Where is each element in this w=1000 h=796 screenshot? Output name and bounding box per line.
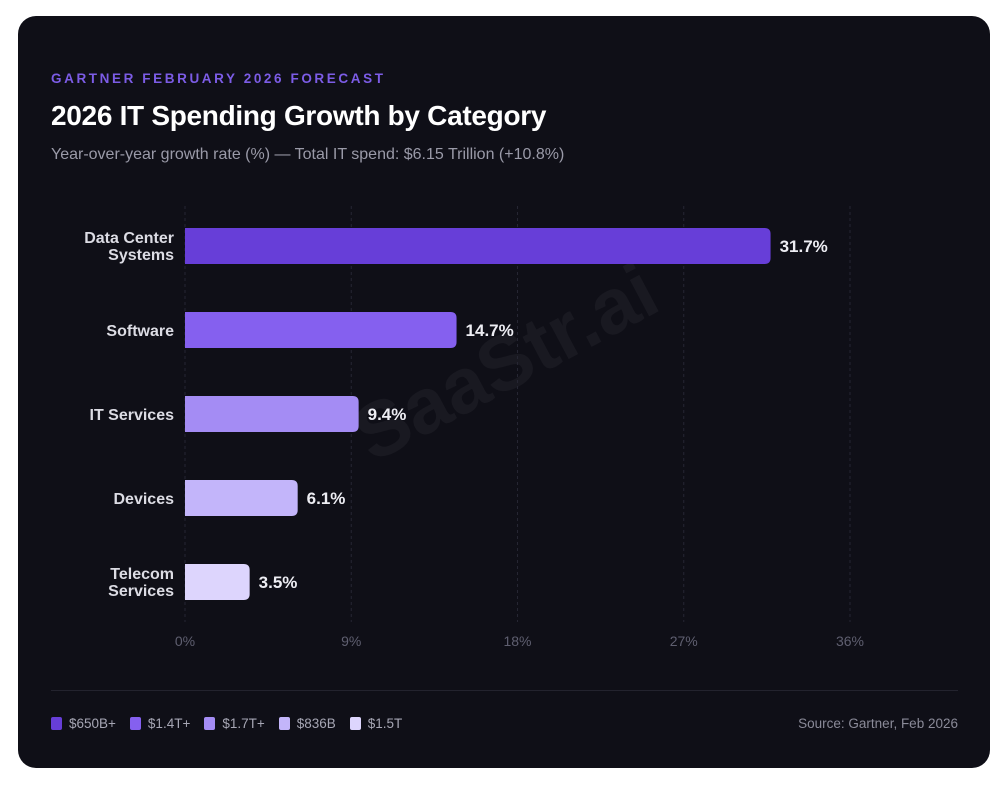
x-tick-label: 36% <box>836 633 864 649</box>
value-label: 14.7% <box>466 321 514 340</box>
bar <box>185 564 250 600</box>
legend-swatch <box>51 717 62 730</box>
divider <box>51 690 958 691</box>
legend-item: $836B <box>278 716 336 731</box>
bar <box>185 312 457 348</box>
legend-swatch <box>349 717 361 730</box>
legend-swatch <box>204 717 216 730</box>
value-label: 3.5% <box>259 573 298 592</box>
legend-item: $1.5T <box>349 716 403 731</box>
chart-title: 2026 IT Spending Growth by Category <box>51 100 547 131</box>
category-label: Software <box>106 323 174 340</box>
x-tick-label: 18% <box>503 633 531 649</box>
legend-label: $1.7T+ <box>222 716 265 731</box>
chart-subtitle: Year-over-year growth rate (%) — Total I… <box>51 146 565 163</box>
value-label: 6.1% <box>307 489 346 508</box>
watermark: SaaStr.ai <box>339 246 671 478</box>
legend-label: $1.5T <box>367 716 403 731</box>
legend: $650B+ $1.4T+ $1.7T+ $836B $1.5T <box>51 716 402 731</box>
bar <box>185 480 298 516</box>
legend-label: $650B+ <box>69 716 116 731</box>
legend-item: $1.4T+ <box>129 716 191 731</box>
source-note: Source: Gartner, Feb 2026 <box>798 716 958 731</box>
legend-swatch <box>278 717 290 730</box>
chart-card: GARTNER FEBRUARY 2026 FORECAST 2026 IT S… <box>18 16 990 768</box>
category-label: Data Center Systems <box>84 230 174 264</box>
legend-item: $650B+ <box>51 716 116 731</box>
category-label: Devices <box>114 491 175 508</box>
bar-chart: SaaStr.ai 0% 9% 18% 27% 36% 31.7% Data Center Sy… <box>84 206 864 649</box>
x-tick-label: 27% <box>670 633 698 649</box>
value-label: 31.7% <box>780 237 828 256</box>
category-label: Telecom Services <box>108 566 174 600</box>
x-tick-label: 0% <box>175 633 195 649</box>
bar <box>185 396 359 432</box>
category-label: IT Services <box>90 407 175 424</box>
legend-label: $836B <box>296 716 336 731</box>
eyebrow-label: GARTNER FEBRUARY 2026 FORECAST <box>51 71 386 86</box>
legend-label: $1.4T+ <box>147 716 191 731</box>
value-label: 9.4% <box>368 405 407 424</box>
legend-item: $1.7T+ <box>204 716 265 731</box>
legend-swatch <box>129 717 141 730</box>
x-tick-label: 9% <box>341 633 361 649</box>
bar <box>185 228 771 264</box>
